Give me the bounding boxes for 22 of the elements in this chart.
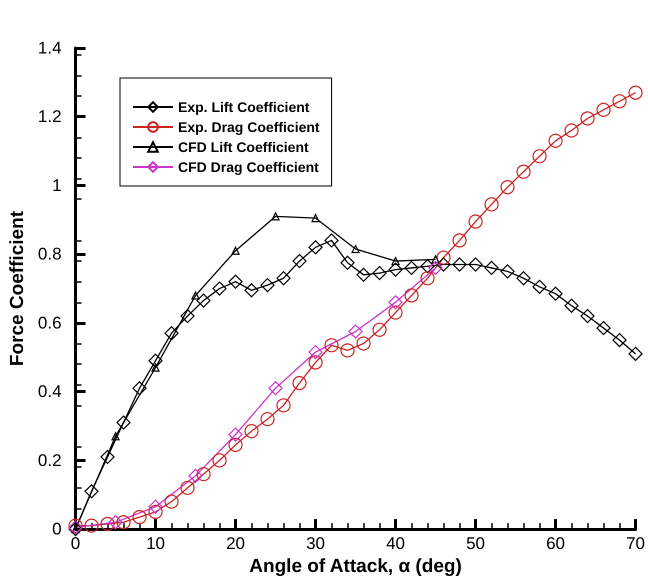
y-tick-label: 1.2 xyxy=(38,107,62,126)
x-axis-title: Angle of Attack, α (deg) xyxy=(249,556,462,577)
y-tick-label: 0.4 xyxy=(38,382,62,402)
y-tick-label: 0.6 xyxy=(38,313,62,332)
y-tick-label: 1 xyxy=(52,176,62,195)
x-tick-label: 40 xyxy=(386,534,405,554)
legend-label: Exp. Lift Coefficient xyxy=(178,99,310,115)
x-tick-label: 60 xyxy=(546,534,566,554)
y-axis-title: Force Coefficient xyxy=(7,210,28,366)
legend-label: CFD Drag Coefficient xyxy=(178,159,320,175)
y-tick-label: 0.8 xyxy=(38,244,62,264)
x-tick-label: 0 xyxy=(70,534,80,554)
x-tick-label: 30 xyxy=(306,534,325,554)
legend-label: CFD Lift Coefficient xyxy=(178,139,309,155)
x-tick-label: 20 xyxy=(226,534,245,554)
x-tick-label: 10 xyxy=(146,534,165,554)
x-tick-label: 50 xyxy=(466,534,486,554)
y-tick-label: 0.2 xyxy=(38,450,62,470)
y-tick-label: 0 xyxy=(52,520,62,539)
y-tick-label: 1.4 xyxy=(38,38,62,58)
legend-label: Exp. Drag Coefficient xyxy=(178,119,320,135)
x-tick-label: 70 xyxy=(626,534,646,554)
